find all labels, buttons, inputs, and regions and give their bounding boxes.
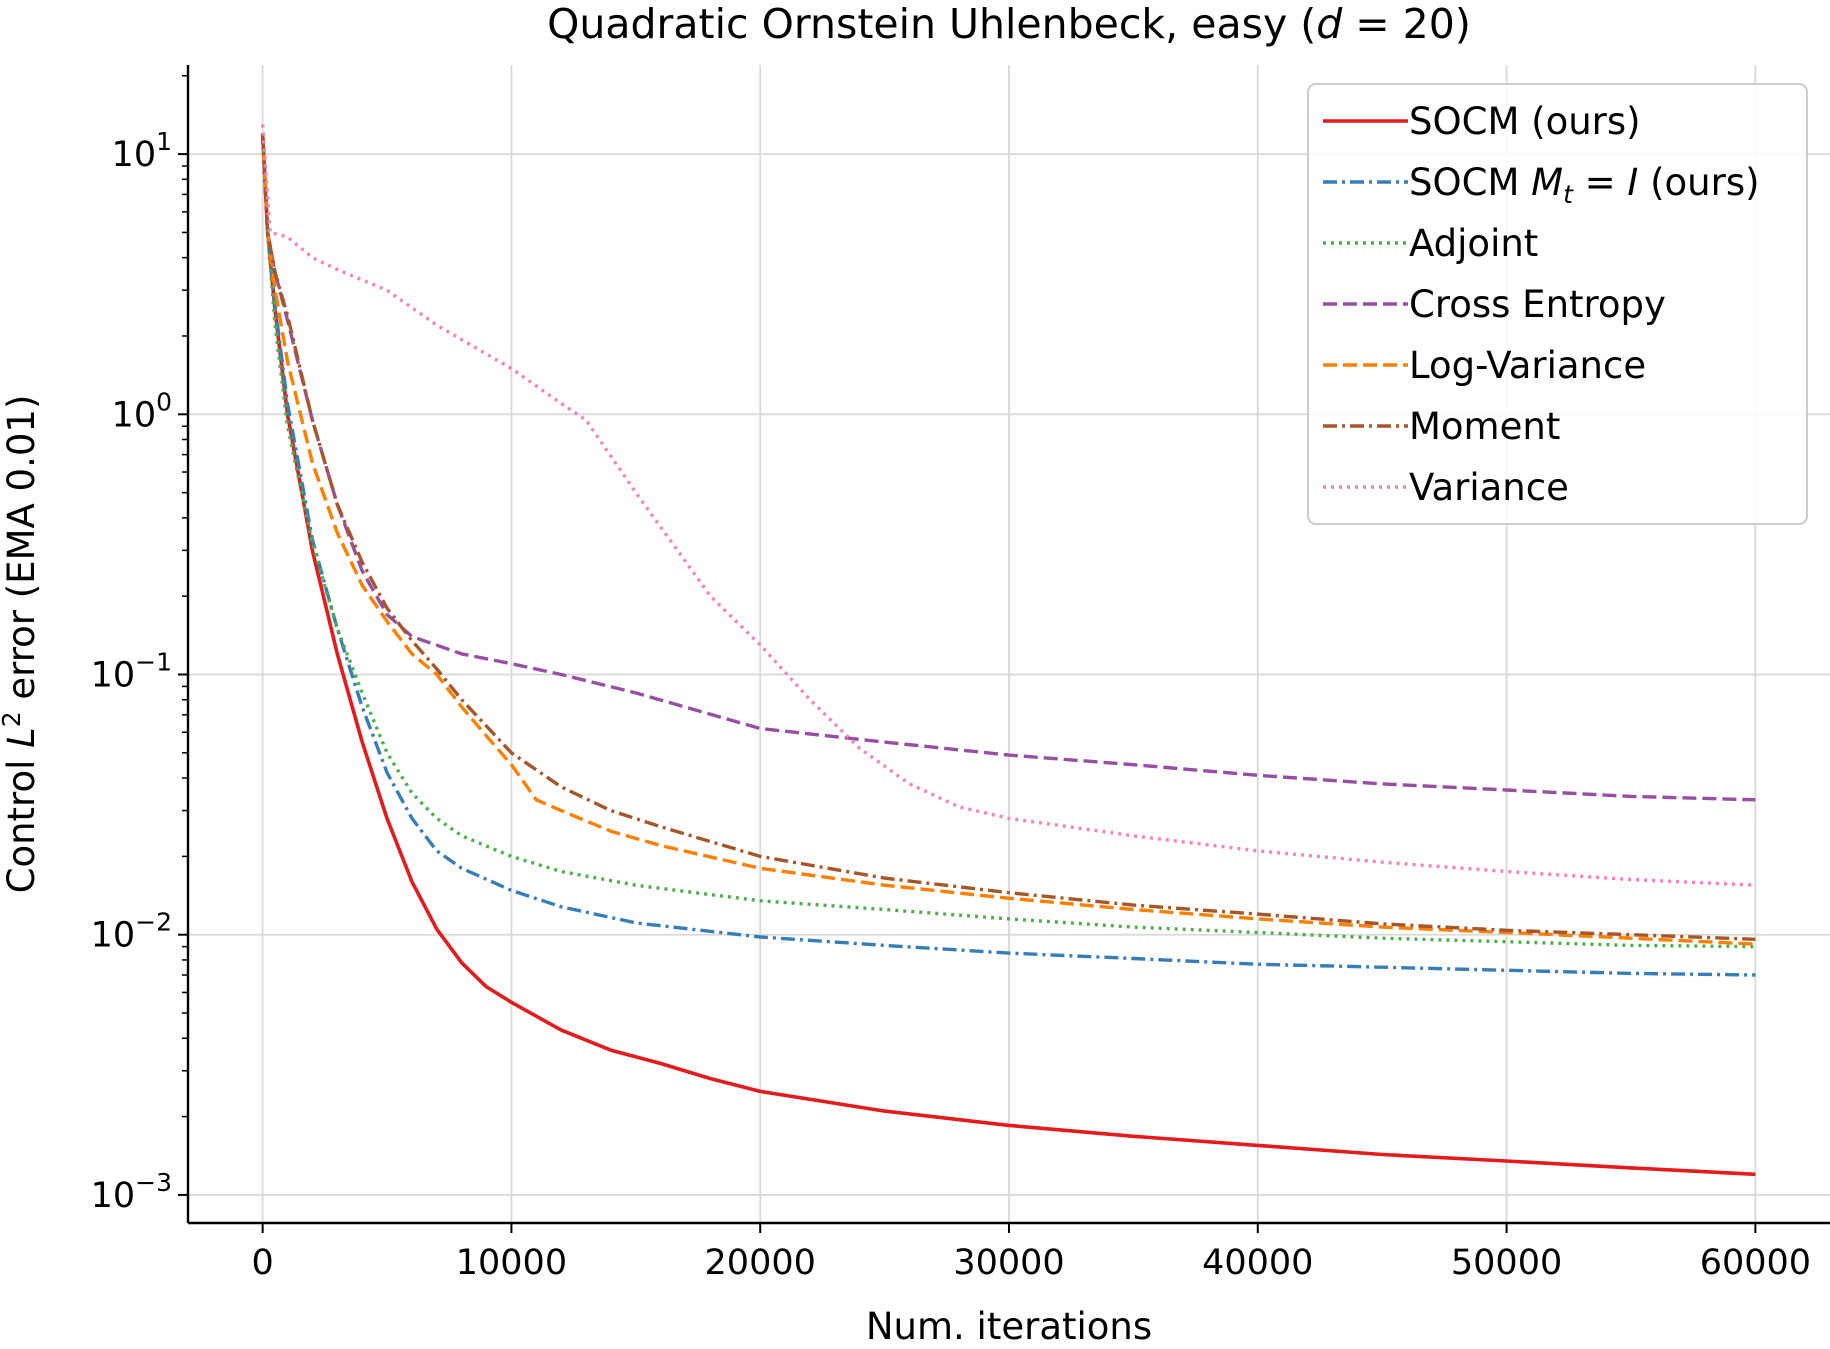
x-axis-label: Num. iterations (866, 1305, 1152, 1348)
legend-frame (1307, 83, 1808, 525)
x-tick-label: 20000 (705, 1243, 816, 1283)
y-tick-label: 10−2 (91, 908, 172, 956)
series-line (260, 133, 1756, 946)
y-tick-label: 10−1 (91, 648, 172, 696)
legend-label: Variance (1409, 466, 1569, 509)
chart-title: Quadratic Ornstein Uhlenbeck, easy (d = … (547, 0, 1471, 48)
legend-label: SOCM Mt = I (ours) (1409, 161, 1760, 209)
x-tick-label: 50000 (1451, 1243, 1562, 1283)
legend-label: Cross Entropy (1409, 283, 1666, 326)
series-line (260, 133, 1756, 802)
legend-label: Moment (1409, 405, 1560, 448)
x-tick-label: 30000 (953, 1243, 1064, 1283)
y-tick-label: 101 (112, 127, 172, 175)
x-tick-label: 10000 (456, 1243, 567, 1283)
y-tick-label: 10−3 (91, 1168, 172, 1216)
series-line (260, 133, 1756, 977)
series-line (260, 133, 1756, 941)
legend: SOCM (ours) SOCM Mt = I (ours) Adjoint Cros… (1307, 83, 1808, 525)
x-tick-label: 0 (251, 1243, 273, 1283)
legend-label: SOCM (ours) (1409, 100, 1641, 143)
series-line (260, 133, 1756, 1177)
x-tick-label: 60000 (1700, 1243, 1811, 1283)
ticks: 0 10000 20000 30000 40000 50000 60000 10−3 10−2 1… (91, 75, 1811, 1283)
y-axis-label: Control L2 error (EMA 0.01) (0, 395, 43, 894)
legend-label: Log-Variance (1409, 344, 1646, 387)
series-line (260, 124, 1756, 887)
legend-label: Adjoint (1409, 222, 1538, 265)
x-tick-label: 40000 (1202, 1243, 1313, 1283)
y-tick-label: 100 (112, 387, 172, 435)
series-layer (260, 124, 1756, 1177)
